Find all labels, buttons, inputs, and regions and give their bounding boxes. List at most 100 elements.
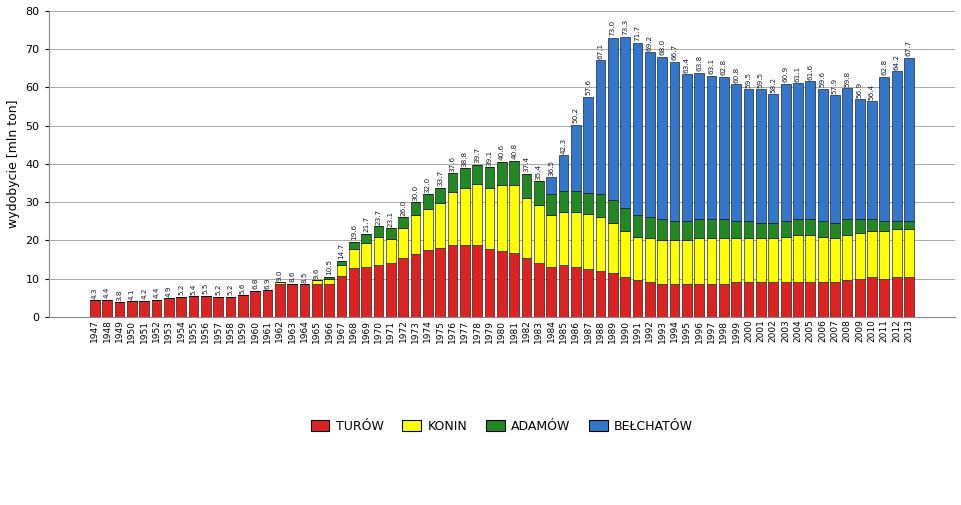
Text: 56.9: 56.9 <box>855 82 862 98</box>
Text: 26.0: 26.0 <box>400 200 406 216</box>
Bar <box>423 250 432 317</box>
Bar <box>336 276 346 317</box>
Text: 21.7: 21.7 <box>363 216 369 232</box>
Text: 60.9: 60.9 <box>781 66 788 82</box>
Bar <box>779 84 790 221</box>
Bar <box>262 290 272 317</box>
Bar <box>607 38 617 200</box>
Bar <box>201 296 210 317</box>
Bar <box>804 219 814 235</box>
Bar <box>570 267 580 317</box>
Bar <box>718 238 728 284</box>
Bar <box>743 221 752 238</box>
Bar <box>102 300 111 317</box>
Bar <box>447 192 457 245</box>
Text: 40.6: 40.6 <box>499 144 505 160</box>
Y-axis label: wydobycie [mln ton]: wydobycie [mln ton] <box>7 99 20 228</box>
Bar <box>681 74 691 221</box>
Bar <box>656 219 667 240</box>
Bar <box>620 277 629 317</box>
Text: 5.6: 5.6 <box>239 282 246 294</box>
Text: 50.2: 50.2 <box>572 107 579 123</box>
Bar <box>127 301 136 317</box>
Bar <box>817 221 826 236</box>
Text: 59.5: 59.5 <box>757 72 763 88</box>
Bar <box>620 231 629 277</box>
Bar <box>829 282 839 317</box>
Bar <box>410 215 420 254</box>
Bar <box>472 165 481 184</box>
Bar <box>497 162 506 185</box>
Bar <box>768 282 777 317</box>
Bar <box>373 237 383 265</box>
Bar <box>398 217 407 228</box>
Text: 62.8: 62.8 <box>880 59 886 75</box>
Text: 9.6: 9.6 <box>313 267 319 279</box>
Bar <box>484 167 494 188</box>
Bar <box>644 238 654 282</box>
Bar <box>829 238 839 282</box>
Bar <box>225 297 235 317</box>
Text: 36.5: 36.5 <box>548 160 554 176</box>
Bar <box>842 280 851 317</box>
Bar <box>718 77 728 219</box>
Bar <box>903 221 913 229</box>
Text: 6.9: 6.9 <box>264 277 270 289</box>
Bar <box>817 236 826 282</box>
Bar <box>694 284 703 317</box>
Bar <box>730 238 740 282</box>
Text: 67.1: 67.1 <box>597 42 603 59</box>
Bar <box>792 83 802 219</box>
Text: 68.0: 68.0 <box>658 39 664 55</box>
Bar <box>558 265 568 317</box>
Text: 57.9: 57.9 <box>831 78 837 94</box>
Bar <box>275 282 284 284</box>
Bar <box>853 219 864 233</box>
Text: 71.7: 71.7 <box>634 25 640 41</box>
Text: 4.4: 4.4 <box>154 287 160 298</box>
Bar <box>817 282 826 317</box>
Text: 58.2: 58.2 <box>770 77 776 93</box>
Text: 73.0: 73.0 <box>609 20 615 36</box>
Bar <box>360 234 371 242</box>
Bar <box>644 217 654 238</box>
Text: 35.4: 35.4 <box>535 164 541 180</box>
Bar <box>743 238 752 282</box>
Bar <box>755 238 765 282</box>
Bar <box>472 245 481 317</box>
Bar <box>743 282 752 317</box>
Bar <box>632 236 642 280</box>
Bar <box>508 185 519 253</box>
Bar <box>360 267 371 317</box>
Bar <box>694 73 703 219</box>
Bar <box>842 219 851 235</box>
Text: 42.3: 42.3 <box>560 137 566 154</box>
Bar <box>804 81 814 219</box>
Bar <box>842 235 851 280</box>
Bar <box>866 101 875 219</box>
Bar <box>459 245 469 317</box>
Bar <box>114 302 124 317</box>
Bar <box>878 77 888 221</box>
Text: 40.8: 40.8 <box>510 143 517 159</box>
Bar <box>360 242 371 267</box>
Bar <box>237 295 248 317</box>
Bar <box>681 240 691 284</box>
Bar <box>434 248 445 317</box>
Bar <box>792 282 802 317</box>
Bar <box>730 84 740 221</box>
Text: 59.5: 59.5 <box>745 72 751 88</box>
Bar <box>669 62 678 221</box>
Text: 5.2: 5.2 <box>178 284 184 295</box>
Bar <box>521 174 530 197</box>
Bar <box>694 219 703 238</box>
Bar <box>644 52 654 217</box>
Bar <box>324 277 333 279</box>
Text: 67.7: 67.7 <box>905 40 911 57</box>
Bar <box>533 181 543 205</box>
Bar <box>398 259 407 317</box>
Bar <box>878 279 888 317</box>
Text: 64.2: 64.2 <box>893 54 899 70</box>
Bar <box>891 229 900 277</box>
Bar <box>324 279 333 284</box>
